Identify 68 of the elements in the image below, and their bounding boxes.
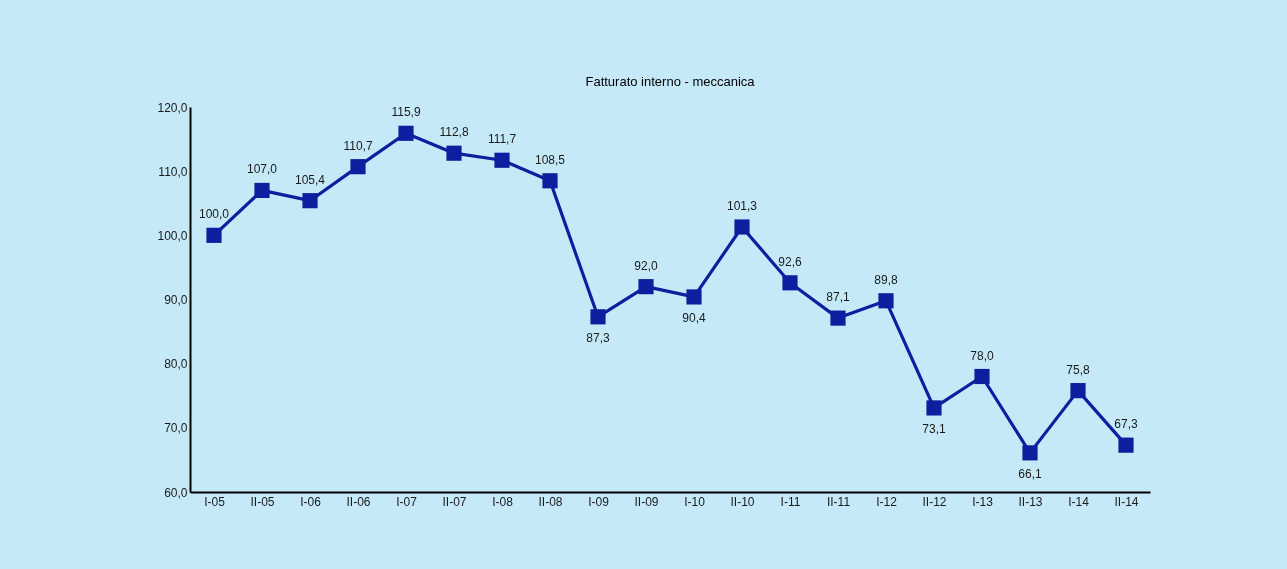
point (1070, 383, 1086, 399)
x-tick-label: I-11 (780, 494, 801, 509)
point (206, 227, 222, 243)
x-tick-label: II-07 (442, 494, 467, 509)
y-tick-label: 120,0 (157, 100, 188, 115)
data-label: 73,1 (922, 421, 946, 436)
chart-title: Fatturato interno - meccanica (585, 74, 756, 89)
point (830, 310, 846, 326)
point (494, 152, 510, 168)
point (302, 193, 318, 209)
data-label: 90,4 (682, 310, 706, 325)
point (782, 275, 798, 291)
x-tick-label: II-08 (538, 494, 563, 509)
x-tick-label: II-05 (250, 494, 275, 509)
point (446, 145, 462, 161)
data-label: 78,0 (970, 348, 994, 363)
point (590, 309, 606, 325)
data-label: 75,8 (1066, 362, 1090, 377)
data-label: 108,5 (534, 152, 566, 167)
point (542, 173, 558, 189)
x-tick-label: II-11 (826, 494, 851, 509)
x-tick-label: I-10 (684, 494, 706, 509)
x-tick-label: I-05 (204, 494, 226, 509)
data-label: 92,6 (778, 254, 802, 269)
point (974, 368, 990, 385)
y-tick-label: 60,0 (164, 485, 188, 500)
x-tick-label: I-13 (972, 494, 994, 509)
x-tick-label: II-12 (922, 494, 947, 509)
data-label: 67,3 (1114, 417, 1138, 432)
data-label: 66,1 (1018, 466, 1042, 481)
x-tick-label: I-08 (492, 494, 514, 509)
point (734, 219, 750, 235)
x-tick-label: II-13 (1018, 494, 1043, 509)
y-tick-label: 110,0 (158, 164, 188, 179)
point (1022, 445, 1038, 461)
x-tick-label: I-09 (588, 494, 610, 509)
y-tick-label: 80,0 (164, 357, 188, 372)
data-label: 107,0 (246, 162, 278, 177)
point (878, 293, 894, 309)
x-tick-label: I-14 (1068, 494, 1090, 509)
point (926, 400, 942, 416)
y-tick-label: 70,0 (164, 421, 188, 436)
x-tick-label: II-14 (1114, 494, 1139, 509)
data-label: 105,4 (294, 172, 326, 187)
data-label: 110,7 (343, 138, 373, 153)
data-label: 89,8 (874, 272, 898, 287)
point (638, 279, 654, 295)
x-tick-label: I-06 (300, 494, 322, 509)
x-tick-label: II-06 (346, 494, 371, 509)
y-tick-label: 100,0 (157, 228, 188, 243)
point (686, 289, 702, 305)
x-tick-label: II-10 (730, 494, 755, 509)
data-label: 115,9 (391, 105, 421, 120)
data-label: 87,1 (826, 290, 850, 305)
x-tick-label: II-09 (634, 494, 659, 509)
data-label: 87,3 (586, 330, 610, 345)
point (1118, 437, 1134, 453)
data-label: 101,3 (726, 198, 758, 213)
data-label: 92,0 (634, 258, 658, 273)
data-label: 100,0 (198, 207, 230, 222)
x-tick-label: I-07 (396, 494, 418, 509)
data-label: 111,7 (487, 132, 517, 147)
point (350, 159, 366, 175)
point (254, 182, 270, 198)
x-tick-label: I-12 (876, 494, 898, 509)
y-tick-label: 90,0 (164, 293, 188, 307)
data-label: 112,8 (439, 125, 469, 140)
point (398, 125, 414, 141)
